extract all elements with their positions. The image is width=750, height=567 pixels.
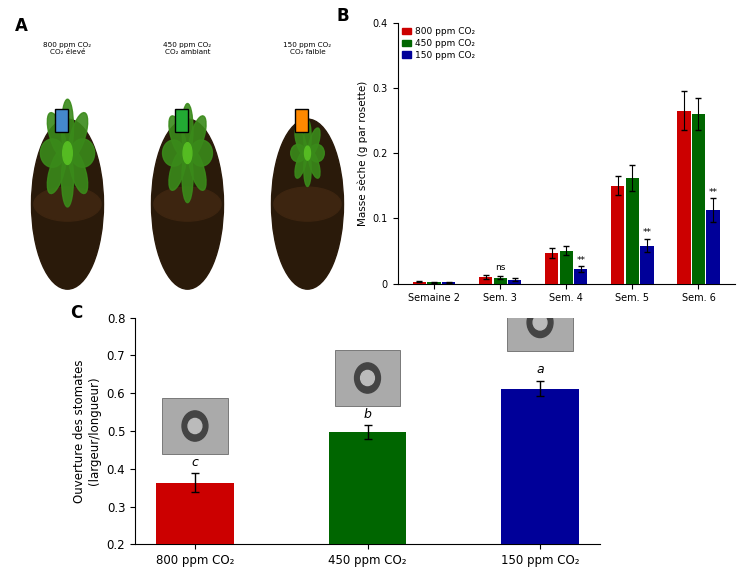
FancyBboxPatch shape <box>334 350 400 407</box>
Text: 150 ppm CO₂
CO₂ faible: 150 ppm CO₂ CO₂ faible <box>284 42 332 54</box>
Bar <box>442 282 455 284</box>
Y-axis label: Ouverture des stomates
(largeur/longueur): Ouverture des stomates (largeur/longueur… <box>73 359 101 503</box>
Ellipse shape <box>310 145 324 162</box>
Text: a: a <box>536 363 544 376</box>
Text: C: C <box>70 304 82 322</box>
Y-axis label: Masse sèche (g par rosette): Masse sèche (g par rosette) <box>358 81 368 226</box>
Bar <box>156 483 234 567</box>
Bar <box>574 269 587 284</box>
Ellipse shape <box>295 150 307 178</box>
Circle shape <box>152 119 224 289</box>
Bar <box>545 253 558 284</box>
Legend: 800 ppm CO₂, 450 ppm CO₂, 150 ppm CO₂: 800 ppm CO₂, 450 ppm CO₂, 150 ppm CO₂ <box>402 27 475 60</box>
Ellipse shape <box>47 113 66 158</box>
Ellipse shape <box>169 116 187 157</box>
Ellipse shape <box>274 187 341 221</box>
Ellipse shape <box>70 139 94 167</box>
Ellipse shape <box>188 116 206 157</box>
Bar <box>677 111 691 284</box>
Circle shape <box>183 143 192 163</box>
Bar <box>706 210 720 284</box>
Text: **: ** <box>643 227 652 236</box>
Text: 800 ppm CO₂
CO₂ élevé: 800 ppm CO₂ CO₂ élevé <box>44 42 92 54</box>
Text: c: c <box>191 456 199 469</box>
Text: B: B <box>337 7 350 25</box>
Text: **: ** <box>709 188 718 197</box>
Bar <box>560 251 573 284</box>
Circle shape <box>32 119 104 289</box>
Bar <box>501 388 579 567</box>
Ellipse shape <box>188 149 206 191</box>
Ellipse shape <box>304 151 311 187</box>
FancyBboxPatch shape <box>507 294 573 351</box>
Ellipse shape <box>47 149 66 193</box>
Ellipse shape <box>182 104 193 156</box>
Ellipse shape <box>291 145 305 162</box>
Ellipse shape <box>308 128 320 156</box>
FancyBboxPatch shape <box>55 109 68 132</box>
Ellipse shape <box>163 140 184 166</box>
Ellipse shape <box>69 113 88 158</box>
Ellipse shape <box>533 315 547 330</box>
Bar <box>427 282 440 284</box>
Text: b: b <box>364 408 371 421</box>
Ellipse shape <box>40 139 64 167</box>
Bar <box>626 178 639 284</box>
Bar <box>328 432 406 567</box>
Bar <box>611 186 625 284</box>
Bar <box>494 278 507 284</box>
Ellipse shape <box>69 149 88 193</box>
Ellipse shape <box>182 150 193 202</box>
Text: **: ** <box>576 256 585 265</box>
FancyBboxPatch shape <box>295 109 308 132</box>
Bar <box>413 282 426 284</box>
Ellipse shape <box>169 149 187 191</box>
Bar <box>508 280 521 284</box>
Ellipse shape <box>62 99 74 156</box>
Bar <box>479 277 492 284</box>
Ellipse shape <box>62 150 74 207</box>
Ellipse shape <box>182 411 208 441</box>
Circle shape <box>63 142 72 164</box>
Circle shape <box>304 146 310 160</box>
Circle shape <box>272 119 344 289</box>
Text: ns: ns <box>495 263 506 272</box>
FancyBboxPatch shape <box>175 109 188 132</box>
Text: A: A <box>15 17 28 35</box>
Ellipse shape <box>527 307 553 337</box>
Ellipse shape <box>355 363 380 393</box>
Ellipse shape <box>295 128 307 156</box>
Bar <box>692 114 705 284</box>
Text: 450 ppm CO₂
CO₂ ambiant: 450 ppm CO₂ CO₂ ambiant <box>164 42 211 54</box>
Ellipse shape <box>361 370 374 386</box>
Ellipse shape <box>188 418 202 434</box>
Bar <box>640 246 653 284</box>
Ellipse shape <box>190 140 212 166</box>
Ellipse shape <box>154 187 221 221</box>
Ellipse shape <box>308 150 320 178</box>
Ellipse shape <box>304 120 311 155</box>
FancyBboxPatch shape <box>162 397 228 454</box>
Ellipse shape <box>34 187 101 221</box>
